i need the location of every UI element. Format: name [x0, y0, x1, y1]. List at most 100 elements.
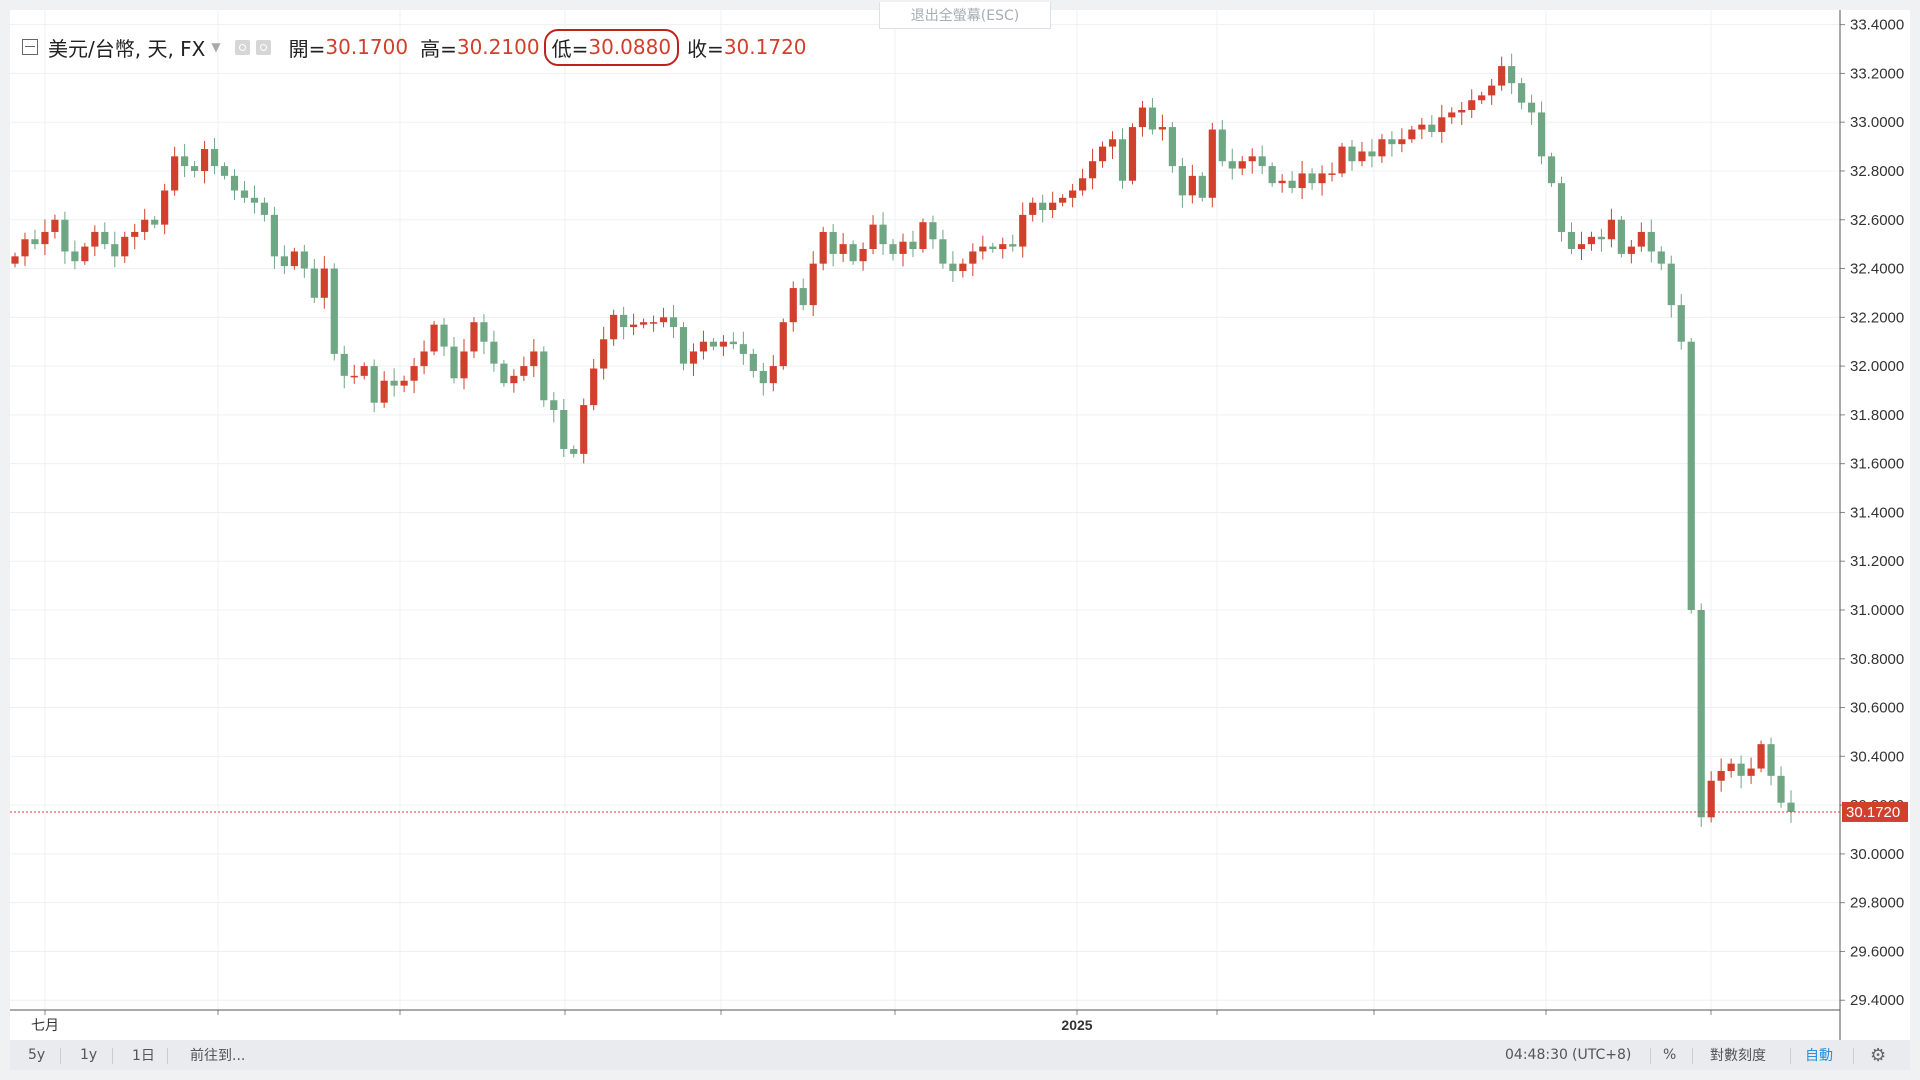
candle-body — [1069, 190, 1077, 198]
candle-body — [380, 380, 388, 403]
candle-body — [1687, 341, 1695, 610]
candle-body — [500, 363, 508, 384]
range-1d-button[interactable]: 1日 — [132, 1048, 155, 1064]
candle-body — [330, 268, 338, 354]
candle-body — [181, 156, 189, 167]
candle-body — [1557, 183, 1566, 232]
y-tick-label: 29.6000 — [1850, 943, 1904, 960]
collapse-icon[interactable] — [22, 39, 38, 55]
candle-body — [749, 353, 757, 371]
candle-body — [739, 344, 747, 354]
candle-body — [999, 244, 1007, 250]
candle-body — [1637, 231, 1645, 247]
candle-body — [191, 166, 199, 171]
candle-body — [41, 231, 49, 245]
chart-area[interactable]: 33.4000 33.2000 33.0000 32.8000 32.6000 32.40… — [10, 10, 1910, 1040]
candle-body — [520, 366, 528, 376]
range-5y-button[interactable]: 5y — [28, 1047, 46, 1063]
candle-body — [21, 239, 29, 257]
clock-display: 04:48:30 — [1505, 1047, 1568, 1063]
candle-body — [1438, 117, 1446, 132]
candle-body — [51, 219, 59, 232]
eye-icon[interactable] — [234, 39, 250, 55]
y-tick-label: 31.2000 — [1850, 553, 1904, 570]
auto-scale-button[interactable]: 自動 — [1805, 1048, 1833, 1064]
y-tick-label: 31.0000 — [1850, 602, 1904, 619]
ohlc-low: 低= 30.0880 — [543, 28, 680, 66]
candle-body — [320, 268, 328, 298]
candle-body — [350, 375, 358, 378]
candle-body — [1537, 112, 1546, 157]
y-tick-label: 30.4000 — [1850, 748, 1904, 765]
candle-body — [1278, 180, 1286, 184]
candle-body — [1747, 768, 1755, 776]
candle-body — [1667, 263, 1675, 306]
candle-body — [340, 353, 348, 376]
candle-body — [250, 197, 259, 203]
candle-body — [440, 324, 448, 347]
candle-body — [1677, 305, 1685, 342]
candle-body — [1428, 124, 1436, 132]
candle-body — [1138, 107, 1147, 128]
candle-body — [639, 322, 648, 325]
candle-body — [659, 317, 668, 323]
candles — [11, 53, 1795, 827]
chevron-down-icon[interactable]: ▼ — [211, 40, 221, 54]
divider — [112, 1048, 113, 1064]
candle-body — [420, 351, 428, 367]
candle-body — [1547, 156, 1556, 184]
candle-body — [819, 231, 827, 264]
candle-body — [1627, 246, 1635, 254]
y-tick-label: 31.4000 — [1850, 504, 1904, 521]
candle-body — [989, 246, 997, 250]
candle-body — [1098, 146, 1107, 162]
candle-body — [620, 314, 628, 328]
candle-body — [161, 190, 169, 225]
axes: 33.4000 33.2000 33.0000 32.8000 32.6000 32.40… — [10, 10, 1908, 1040]
candle-body — [1019, 214, 1027, 247]
exit-fullscreen-button[interactable]: 退出全螢幕(ESC) — [879, 2, 1051, 29]
last-price-label: 30.1720 — [1846, 804, 1900, 821]
percent-scale-button[interactable]: % — [1663, 1047, 1677, 1063]
candle-body — [31, 239, 39, 245]
y-tick-label: 30.8000 — [1850, 651, 1904, 668]
symbol-label[interactable]: 美元/台幣, 天, FX — [48, 36, 206, 61]
gear-icon[interactable]: ⚙ — [1870, 1044, 1887, 1066]
candle-body — [1238, 161, 1246, 169]
candle-body — [1108, 139, 1117, 147]
candle-body — [1268, 166, 1276, 184]
range-1y-button[interactable]: 1y — [80, 1047, 98, 1063]
candle-body — [699, 341, 708, 352]
candle-body — [1178, 166, 1186, 196]
candle-body — [61, 219, 69, 252]
candle-body — [290, 251, 298, 267]
candle-body — [1727, 763, 1735, 771]
timezone-button[interactable]: (UTC+8) — [1572, 1047, 1632, 1063]
candle-body — [879, 224, 887, 245]
candle-body — [1258, 156, 1266, 167]
candle-body — [141, 219, 149, 232]
candle-body — [1657, 251, 1665, 264]
goto-date-button[interactable]: 前往到... — [190, 1048, 246, 1064]
candle-body — [759, 370, 767, 384]
candle-body — [610, 314, 618, 340]
log-scale-button[interactable]: 對數刻度 — [1710, 1048, 1766, 1064]
candle-body — [679, 327, 688, 364]
candle-body — [829, 231, 837, 254]
candlestick-chart[interactable]: 33.4000 33.2000 33.0000 32.8000 32.6000 32.40… — [10, 10, 1910, 1040]
candle-body — [570, 449, 578, 454]
candle-body — [1777, 775, 1785, 803]
candle-body — [1767, 744, 1775, 776]
candle-body — [1647, 231, 1655, 252]
candle-body — [1458, 110, 1466, 113]
candle-body — [280, 256, 288, 267]
candle-body — [450, 346, 458, 379]
candle-body — [540, 351, 548, 401]
candle-body — [580, 405, 588, 454]
candle-body — [769, 366, 777, 384]
candle-body — [200, 149, 209, 171]
candle-body — [171, 156, 179, 191]
candle-body — [909, 241, 917, 250]
candle-body — [789, 288, 797, 323]
settings-icon[interactable] — [255, 39, 271, 55]
